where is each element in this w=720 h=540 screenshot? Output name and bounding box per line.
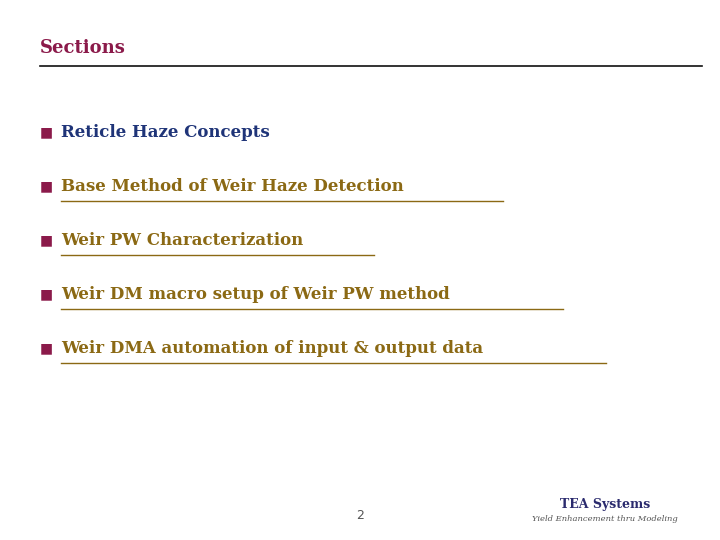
Text: Reticle Haze Concepts: Reticle Haze Concepts <box>61 124 270 141</box>
Text: 2: 2 <box>356 509 364 522</box>
Text: Weir DM macro setup of Weir PW method: Weir DM macro setup of Weir PW method <box>61 286 450 303</box>
Text: Weir PW Characterization: Weir PW Characterization <box>61 232 303 249</box>
Text: ■: ■ <box>40 179 53 193</box>
Text: Sections: Sections <box>40 39 125 57</box>
Text: TEA Systems: TEA Systems <box>559 498 650 511</box>
Text: ■: ■ <box>40 125 53 139</box>
Text: ■: ■ <box>40 233 53 247</box>
Text: Weir DMA automation of input & output data: Weir DMA automation of input & output da… <box>61 340 483 357</box>
Text: ■: ■ <box>40 341 53 355</box>
Text: Base Method of Weir Haze Detection: Base Method of Weir Haze Detection <box>61 178 404 195</box>
Text: Yield Enhancement thru Modeling: Yield Enhancement thru Modeling <box>532 516 678 523</box>
Text: ■: ■ <box>40 287 53 301</box>
